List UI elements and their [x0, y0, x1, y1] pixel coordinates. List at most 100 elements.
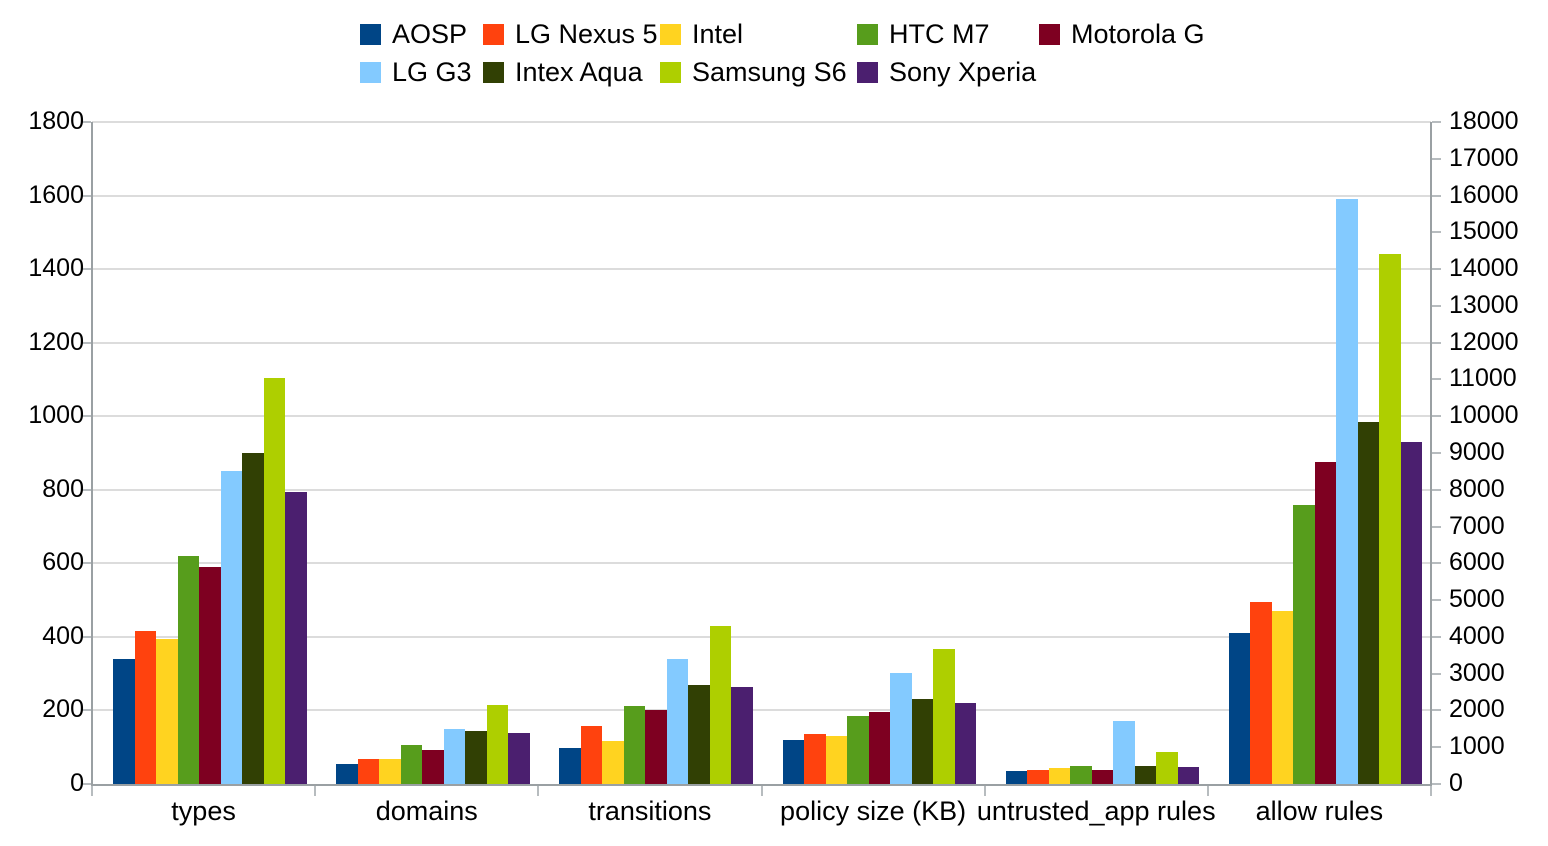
right-axis-label-1000: 1000 [1449, 732, 1505, 761]
right-axis-tick-8000 [1432, 488, 1441, 491]
x-axis-boundary-tick-1 [314, 786, 317, 796]
legend-item-aosp: AOSP [360, 20, 467, 48]
left-axis-tick-1800 [82, 121, 91, 123]
gridline-600 [92, 562, 1431, 565]
bar-intex-aqua-transitions [688, 685, 710, 784]
left-axis-label-800: 800 [42, 474, 84, 503]
right-axis-tick-10000 [1432, 415, 1441, 418]
gridline-400 [92, 635, 1431, 638]
bar-intex-aqua-allow-rules [1357, 421, 1380, 784]
x-axis-boundary-tick-5 [1206, 786, 1209, 796]
bar-aosp-types [113, 658, 135, 784]
right-axis-label-9000: 9000 [1449, 438, 1505, 466]
legend-swatch-sony-xperia [857, 61, 878, 83]
bar-sony-xperia-types [285, 491, 307, 784]
legend-swatch-aosp [360, 23, 381, 45]
legend-label: Intex Aqua [515, 57, 643, 87]
left-axis-label-1600: 1600 [28, 180, 84, 209]
right-axis-label-18000: 18000 [1449, 107, 1519, 135]
right-axis-tick-15000 [1432, 231, 1441, 234]
left-y-axis-line [91, 122, 93, 786]
left-axis-tick-800 [82, 488, 91, 491]
bar-sony-xperia-domains [508, 732, 530, 784]
bar-samsung-s6-types [263, 378, 285, 784]
bar-htc-m7-types [177, 555, 199, 784]
category-label-transitions: transitions [588, 796, 712, 826]
bar-samsung-s6-untrusted-app-rules [1156, 752, 1178, 784]
x-axis-boundary-tick-6 [1430, 786, 1432, 796]
left-axis-tick-1600 [82, 194, 91, 197]
left-axis-tick-1200 [82, 341, 91, 344]
bar-intel-transitions [602, 741, 624, 784]
plot-area [82, 121, 1441, 796]
legend-item-sony-xperia: Sony Xperia [857, 58, 1036, 86]
right-axis-tick-17000 [1432, 157, 1441, 160]
bar-htc-m7-policy-size-kb- [847, 716, 869, 784]
bar-sony-xperia-policy-size-kb- [954, 703, 976, 784]
legend-swatch-lg-nexus-5 [483, 23, 504, 45]
right-axis-label-4000: 4000 [1449, 621, 1505, 650]
bar-lg-g3-types [220, 471, 242, 784]
x-axis-line [91, 784, 1432, 786]
legend-item-lg-nexus-5: LG Nexus 5 [483, 20, 658, 48]
bar-htc-m7-transitions [623, 705, 646, 784]
category-label-untrusted-app-rules: untrusted_app rules [976, 796, 1216, 826]
bar-motorola-g-domains [422, 749, 444, 784]
bar-motorola-g-types [199, 567, 221, 784]
bar-intex-aqua-types [242, 453, 264, 784]
gridline-800 [92, 488, 1431, 491]
bar-lg-g3-transitions [666, 658, 689, 784]
right-axis-tick-14000 [1432, 268, 1441, 271]
bar-htc-m7-allow-rules [1293, 504, 1315, 784]
right-axis-label-8000: 8000 [1449, 474, 1505, 503]
left-axis-label-1400: 1400 [28, 254, 84, 283]
bar-sony-xperia-allow-rules [1400, 441, 1423, 784]
legend-label: LG Nexus 5 [515, 19, 658, 49]
bar-sony-xperia-untrusted-app-rules [1177, 767, 1200, 784]
right-axis-tick-0 [1432, 783, 1441, 785]
legend-label: Samsung S6 [692, 57, 847, 87]
gridline-200 [92, 709, 1431, 712]
right-axis-tick-11000 [1432, 378, 1441, 381]
bar-lg-g3-untrusted-app-rules [1113, 721, 1135, 784]
left-axis-label-1000: 1000 [28, 401, 84, 430]
left-axis-tick-600 [82, 562, 91, 565]
bar-intel-allow-rules [1271, 611, 1294, 784]
legend-item-intex-aqua: Intex Aqua [483, 58, 643, 86]
x-axis-boundary-tick-4 [983, 786, 986, 796]
legend-label: Sony Xperia [889, 57, 1037, 87]
left-axis-tick-1000 [82, 415, 91, 418]
right-axis-tick-12000 [1432, 341, 1441, 344]
bar-samsung-s6-domains [486, 704, 509, 784]
legend-item-motorola-g: Motorola G [1039, 20, 1205, 48]
bar-aosp-transitions [559, 748, 581, 784]
bar-sony-xperia-transitions [731, 686, 753, 784]
left-axis-label-1200: 1200 [28, 327, 84, 356]
right-axis-tick-6000 [1432, 562, 1441, 565]
right-axis-label-15000: 15000 [1449, 217, 1519, 246]
bar-samsung-s6-allow-rules [1379, 254, 1401, 784]
right-axis-tick-4000 [1432, 635, 1441, 638]
legend-label: HTC M7 [889, 19, 990, 49]
bar-intel-types [156, 638, 178, 784]
x-axis-boundary-tick-2 [537, 786, 540, 796]
right-axis-tick-2000 [1432, 709, 1441, 712]
left-axis-label-400: 400 [42, 621, 84, 650]
right-axis-label-5000: 5000 [1449, 585, 1505, 614]
left-axis-tick-1400 [82, 268, 91, 271]
bar-lg-nexus-5-policy-size-kb- [804, 733, 826, 784]
bar-htc-m7-domains [400, 744, 423, 784]
gridline-1200 [92, 341, 1431, 344]
right-axis-tick-9000 [1432, 452, 1441, 454]
x-axis-boundary-tick-3 [760, 786, 763, 796]
legend-swatch-intex-aqua [483, 61, 504, 83]
bar-lg-nexus-5-untrusted-app-rules [1027, 770, 1049, 784]
right-axis-tick-18000 [1432, 121, 1441, 123]
x-axis-boundary-tick-0 [91, 786, 93, 796]
right-axis-tick-5000 [1432, 599, 1441, 602]
legend-swatch-samsung-s6 [660, 61, 681, 83]
legend-item-samsung-s6: Samsung S6 [660, 58, 847, 86]
bar-lg-nexus-5-types [134, 631, 156, 784]
right-axis-label-17000: 17000 [1449, 143, 1519, 172]
